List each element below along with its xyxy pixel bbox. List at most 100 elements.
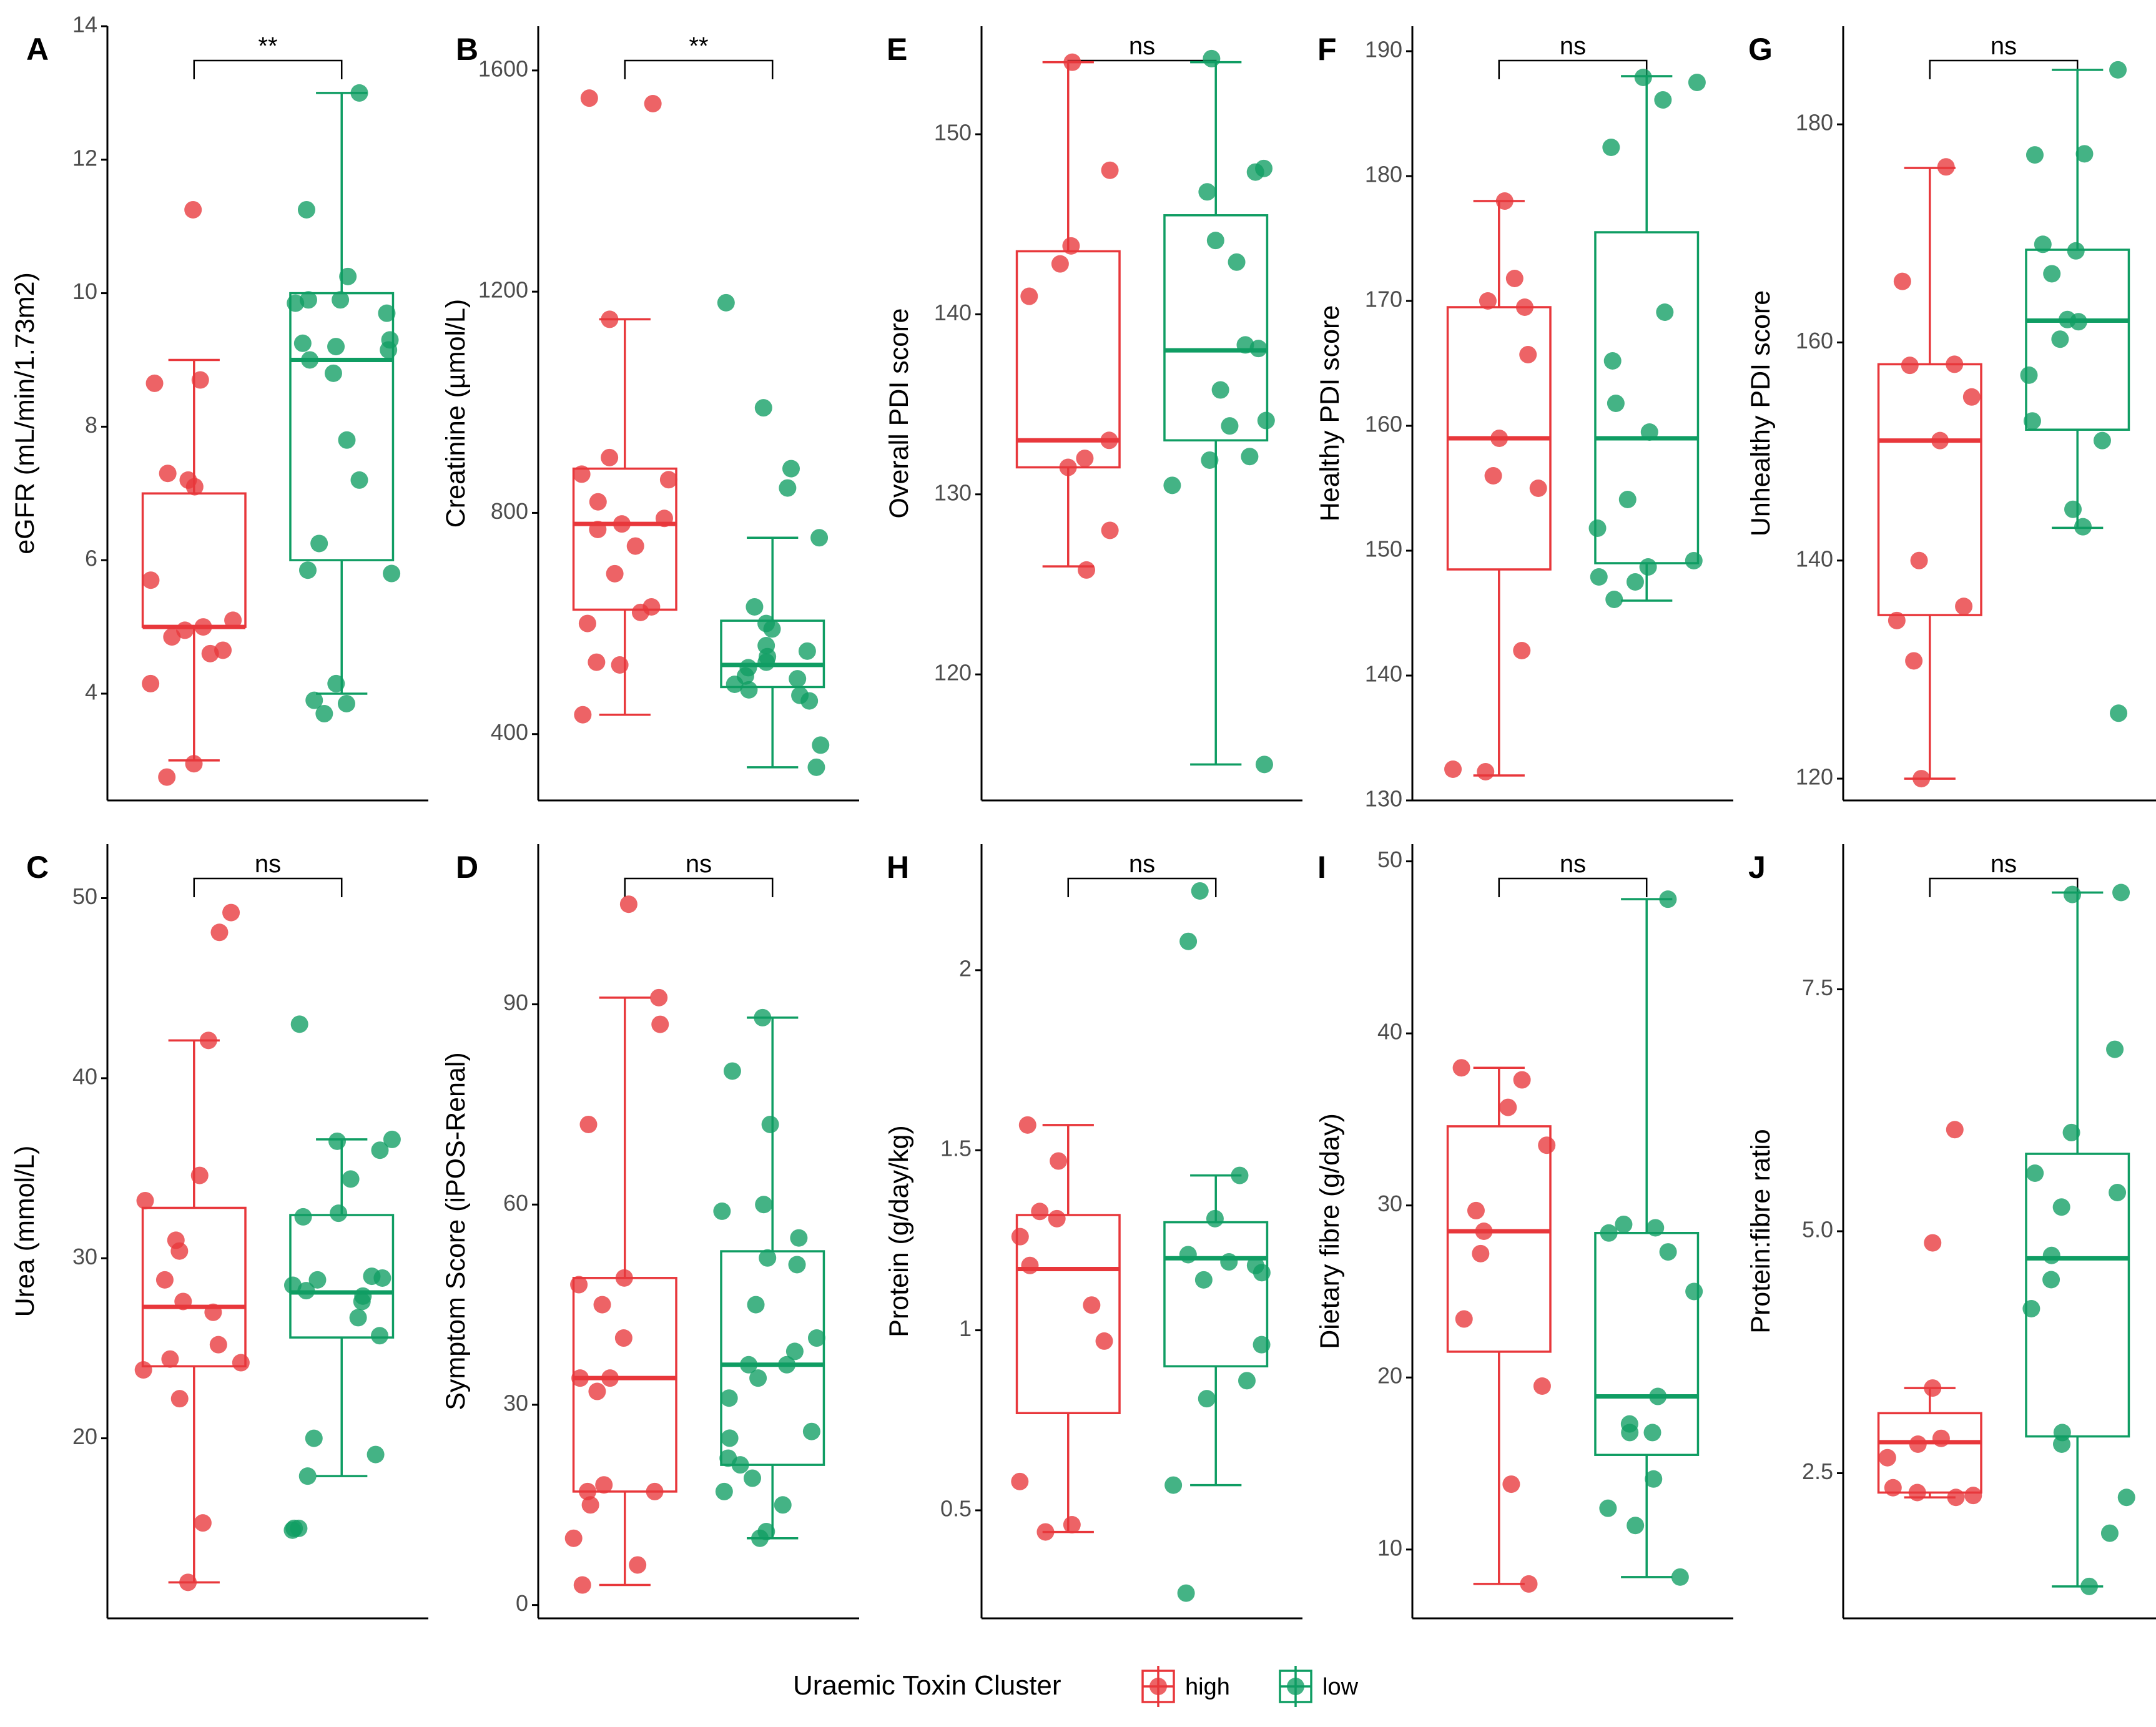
- legend: Uraemic Toxin Cluster high low: [793, 1666, 1359, 1707]
- data-point: [1533, 1377, 1551, 1395]
- data-point: [571, 1369, 589, 1387]
- data-point: [297, 1282, 315, 1300]
- data-point: [350, 84, 368, 102]
- data-point: [1947, 1488, 1965, 1507]
- data-point: [1011, 1228, 1029, 1246]
- data-point: [589, 493, 607, 511]
- data-point: [194, 1514, 212, 1532]
- data-point: [1257, 411, 1275, 430]
- y-tick-label: 2: [959, 955, 972, 981]
- data-point: [782, 460, 800, 478]
- data-point: [789, 670, 807, 688]
- data-point: [743, 1469, 761, 1487]
- y-tick-label: 1.5: [940, 1136, 972, 1161]
- data-point: [1615, 1215, 1633, 1233]
- panel-h: H 0.5 1 1.5 2 Protein (g/day/kg) ns: [884, 844, 1302, 1620]
- data-point: [1078, 561, 1096, 579]
- y-tick-label: 190: [1365, 37, 1402, 62]
- data-point: [301, 351, 319, 369]
- data-point: [588, 1382, 606, 1400]
- panel-j: J 2.5 5.0 7.5 Protein:fibre ratio ns: [1746, 844, 2156, 1620]
- data-point: [1618, 491, 1637, 508]
- data-point: [2093, 431, 2111, 450]
- box: [1877, 1412, 1982, 1494]
- data-point: [305, 1429, 323, 1447]
- data-point: [136, 1191, 154, 1209]
- data-point: [184, 200, 202, 219]
- data-point: [611, 656, 629, 674]
- y-tick-label: 7.5: [1802, 975, 1833, 1000]
- data-point: [1520, 1575, 1538, 1593]
- significance-bracket: [1929, 877, 2079, 897]
- data-point: [754, 399, 772, 417]
- data-point: [293, 334, 312, 352]
- data-point: [1255, 755, 1273, 774]
- y-tick-label: 120: [934, 660, 972, 686]
- y-tick-label: 60: [503, 1190, 528, 1216]
- data-point: [373, 1269, 391, 1287]
- data-point: [802, 1422, 820, 1440]
- data-point: [1050, 1152, 1068, 1170]
- legend-label: high: [1185, 1674, 1230, 1700]
- y-tick-label: 40: [1377, 1019, 1402, 1045]
- data-point: [378, 304, 396, 322]
- panel-a: A 4 6 8 10 12 14 eGFR (mL/min/1.73m2) **: [10, 12, 428, 802]
- data-point: [1164, 1476, 1183, 1494]
- significance-bracket: [1067, 59, 1217, 79]
- panel-d: D 0 30 60 90 Symptom Score (iPOS-Renal) ns: [441, 844, 859, 1620]
- data-point: [2023, 412, 2041, 430]
- data-point: [349, 1309, 367, 1327]
- data-point: [310, 534, 328, 553]
- data-point: [726, 676, 744, 693]
- y-tick-label: 8: [85, 412, 97, 438]
- data-point: [142, 674, 160, 692]
- data-point: [294, 1208, 312, 1226]
- data-point: [1241, 448, 1259, 466]
- y-tick-label: 800: [491, 498, 528, 524]
- data-point: [1179, 1246, 1197, 1264]
- data-point: [2042, 1271, 2060, 1289]
- box: [1163, 1221, 1269, 1368]
- group-high: [1877, 158, 1982, 788]
- data-point: [1516, 298, 1534, 316]
- y-tick-label: 120: [1796, 764, 1833, 790]
- legend-key-dot: [1287, 1678, 1304, 1695]
- group-high: [1011, 1116, 1121, 1541]
- data-point: [371, 1141, 389, 1159]
- data-point: [1519, 346, 1537, 363]
- y-tick-label: 0.5: [940, 1495, 972, 1521]
- panel-label: B: [456, 32, 478, 67]
- data-point: [332, 291, 350, 309]
- data-point: [1685, 552, 1703, 569]
- data-point: [2109, 1184, 2127, 1201]
- y-axis-label: Urea (mmol/L): [10, 1146, 40, 1317]
- panel-label: E: [887, 32, 907, 67]
- y-tick-label: 180: [1796, 110, 1833, 135]
- data-point: [1645, 1470, 1663, 1488]
- data-point: [1588, 519, 1607, 537]
- data-point: [190, 1166, 209, 1184]
- data-point: [2075, 145, 2094, 163]
- data-point: [1659, 1243, 1677, 1261]
- data-point: [1236, 336, 1254, 354]
- data-point: [1228, 253, 1246, 271]
- significance-label: ns: [1560, 850, 1586, 878]
- data-point: [1964, 1487, 1982, 1505]
- data-point: [614, 1329, 633, 1347]
- data-point: [717, 293, 735, 312]
- data-point: [1198, 183, 1216, 201]
- significance-bracket: [624, 59, 774, 79]
- data-point: [232, 1354, 250, 1372]
- data-point: [1051, 255, 1069, 273]
- data-point: [798, 642, 816, 660]
- group-low: [717, 293, 830, 776]
- y-tick-label: 90: [503, 990, 528, 1015]
- data-point: [2020, 366, 2038, 384]
- data-point: [2080, 1577, 2099, 1595]
- data-point: [2052, 1198, 2070, 1216]
- group-low: [1163, 49, 1275, 774]
- data-point: [589, 521, 607, 538]
- data-point: [749, 1369, 767, 1387]
- data-point: [1513, 1071, 1531, 1089]
